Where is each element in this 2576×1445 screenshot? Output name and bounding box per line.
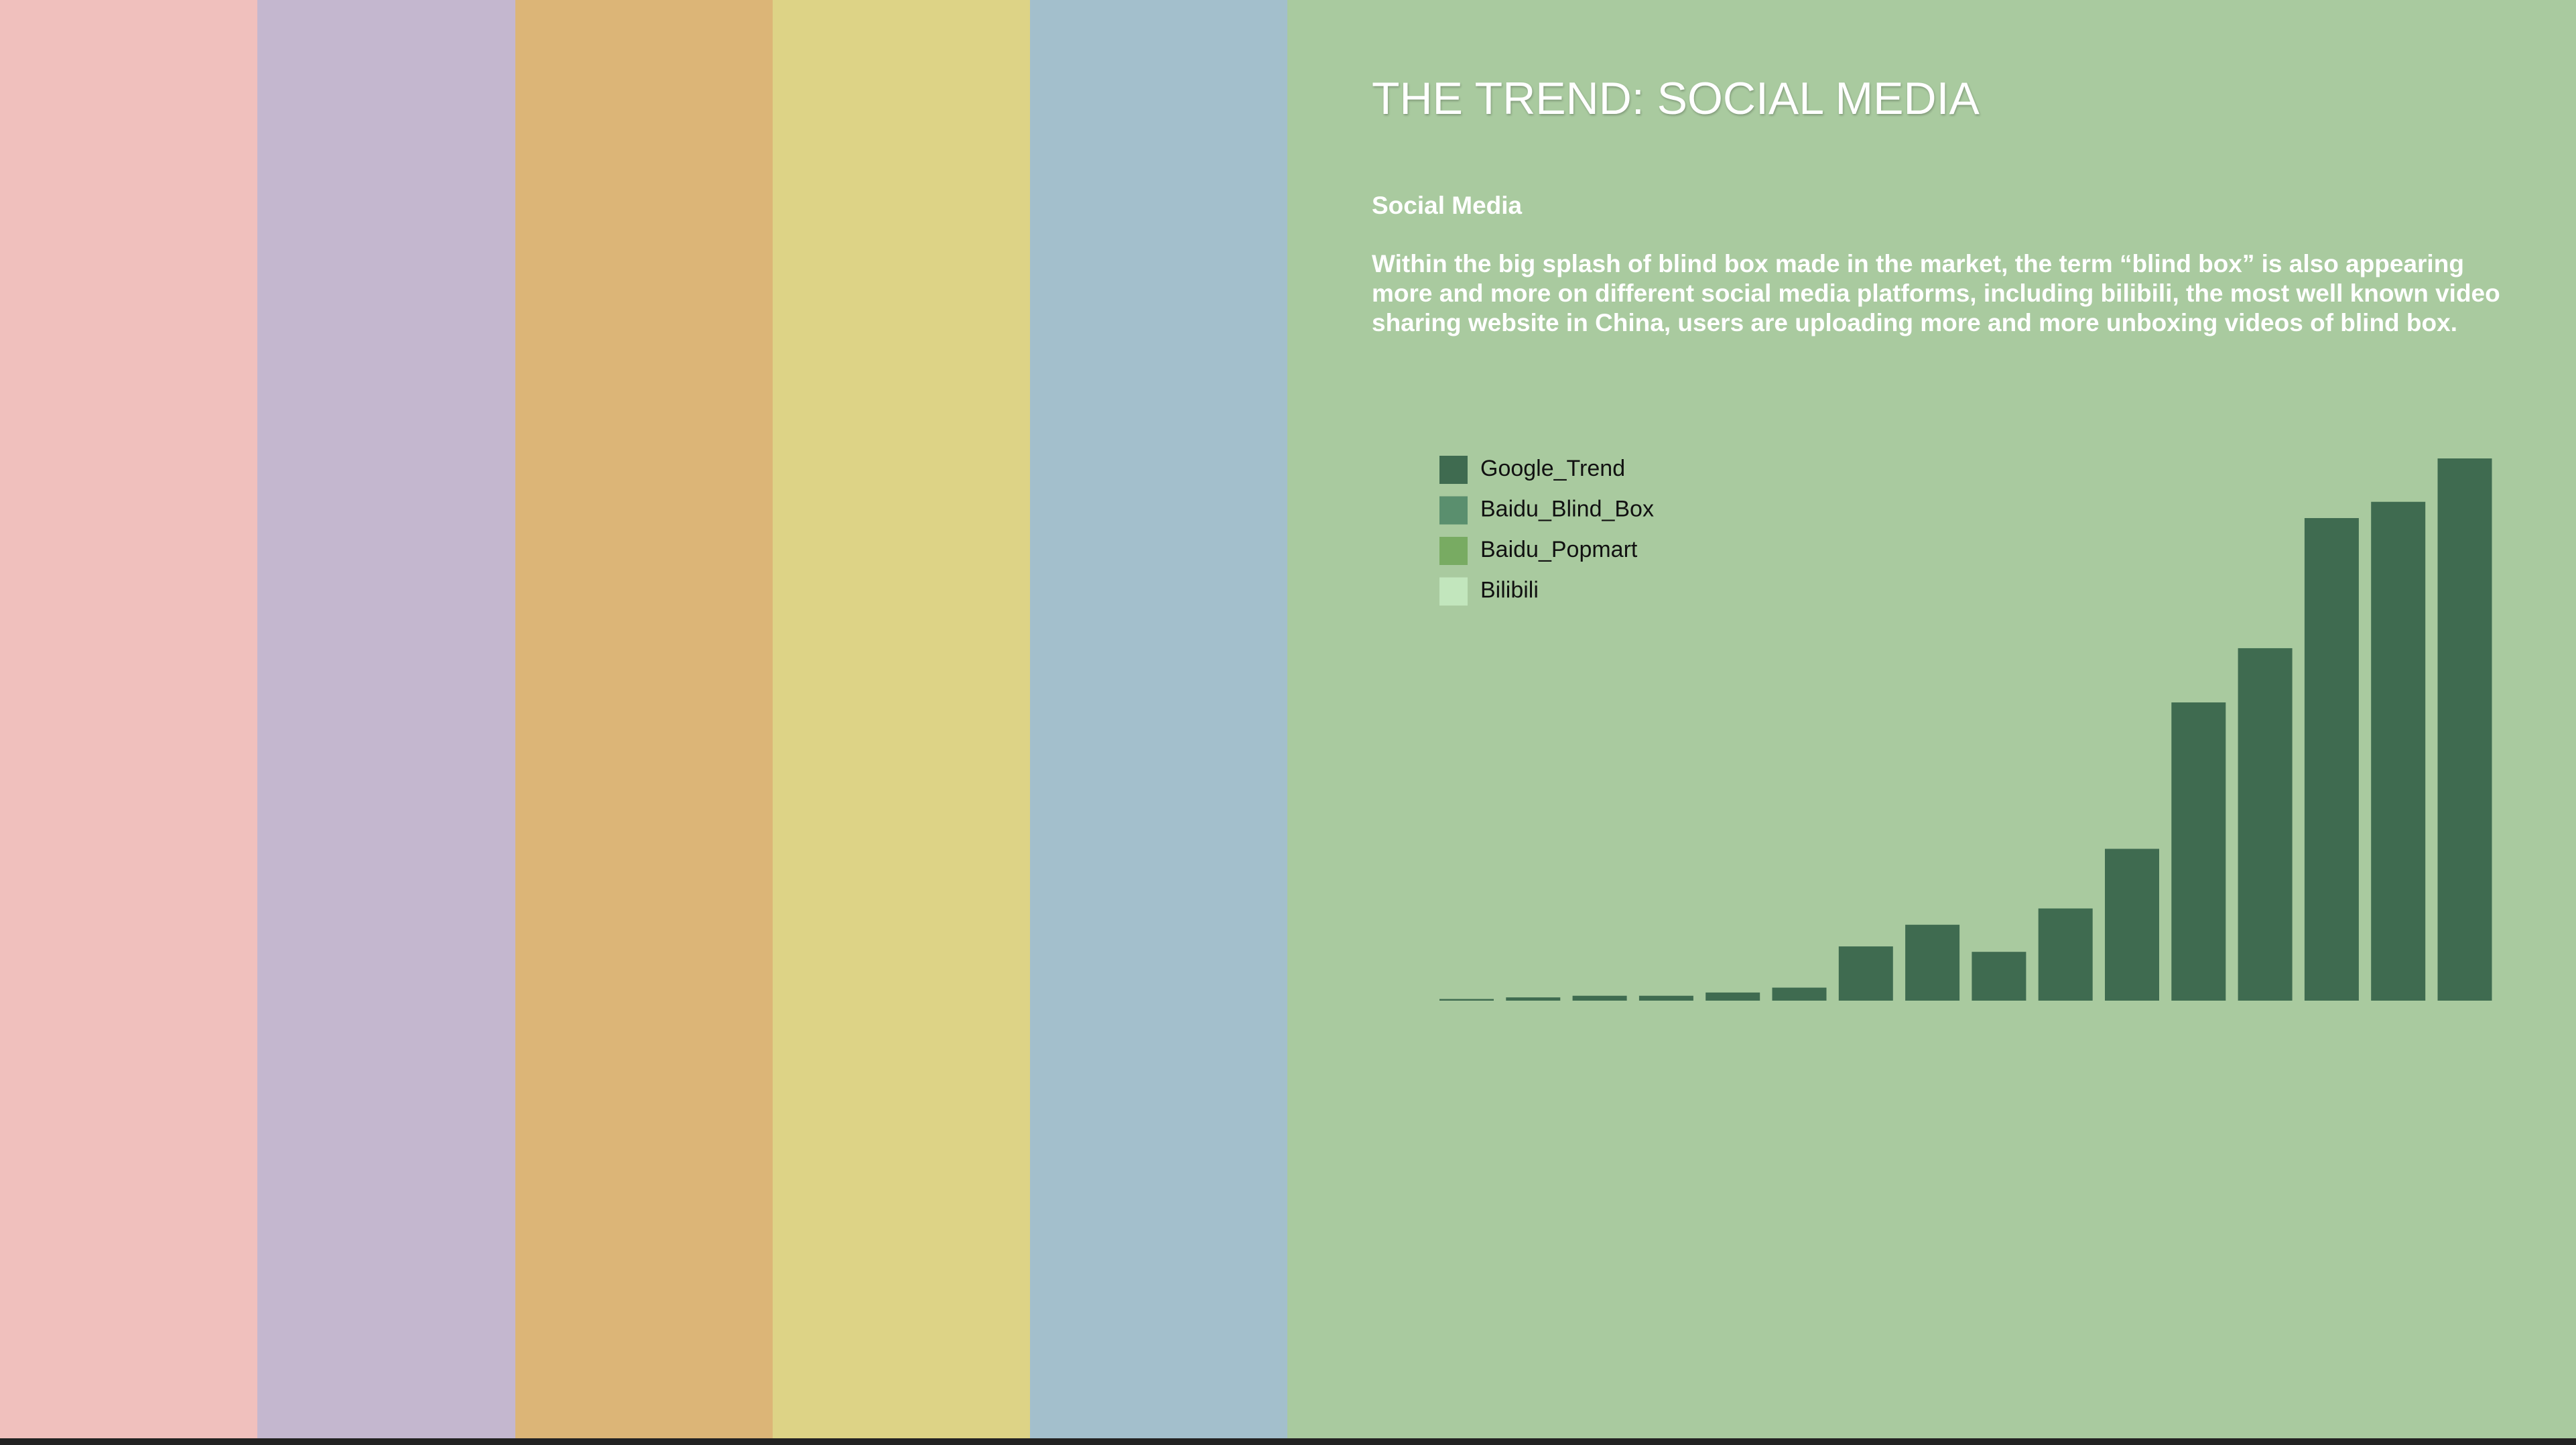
legend-swatch xyxy=(1439,577,1468,606)
stripe[interactable] xyxy=(0,0,257,1438)
stripe[interactable] xyxy=(773,0,1030,1438)
stripe[interactable] xyxy=(515,0,773,1438)
bar xyxy=(2171,702,2226,1001)
bar xyxy=(2371,501,2426,1001)
bar xyxy=(2304,517,2359,1001)
legend-label: Baidu_Popmart xyxy=(1480,537,1638,562)
panel xyxy=(1287,0,2576,1438)
stripe[interactable] xyxy=(1030,0,1287,1438)
legend-swatch xyxy=(1439,537,1468,565)
bar xyxy=(1972,952,2026,1001)
bar xyxy=(1772,987,1827,1001)
legend-swatch xyxy=(1439,496,1468,525)
bottom-bar xyxy=(0,1438,2576,1445)
legend-label: Bilibili xyxy=(1480,577,1539,603)
bar xyxy=(1439,999,1494,1001)
bar xyxy=(1838,946,1893,1001)
bar xyxy=(1506,997,1561,1001)
bar xyxy=(2105,849,2159,1001)
bar xyxy=(2038,908,2093,1001)
legend-label: Baidu_Blind_Box xyxy=(1480,496,1654,521)
legend-label: Google_Trend xyxy=(1480,456,1625,481)
bar xyxy=(1572,995,1627,1001)
subtitle: Social Media xyxy=(1372,192,1523,219)
bar xyxy=(1905,924,1960,1001)
bar xyxy=(2238,648,2293,1001)
bar xyxy=(2437,458,2492,1001)
legend-swatch xyxy=(1439,456,1468,484)
body-text: Within the big splash of blind box made … xyxy=(1372,250,2500,336)
bar xyxy=(1705,992,1760,1001)
title: THE TREND: SOCIAL MEDIA xyxy=(1372,73,1980,124)
bar xyxy=(1638,995,1693,1001)
stripe[interactable] xyxy=(257,0,515,1438)
